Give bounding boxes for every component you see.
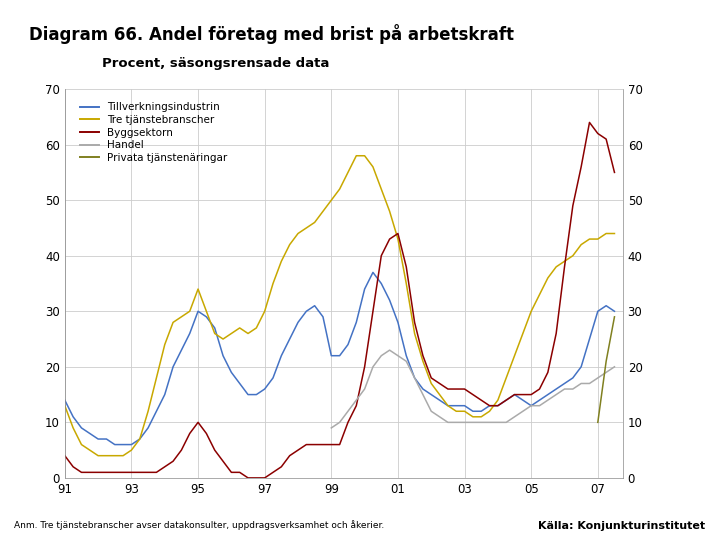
Text: Procent, säsongsrensade data: Procent, säsongsrensade data (102, 57, 330, 70)
Legend: Tillverkningsindustrin, Tre tjänstebranscher, Byggsektorn, Handel, Privata tjäns: Tillverkningsindustrin, Tre tjänstebrans… (76, 98, 231, 167)
Text: Källa: Konjunkturinstitutet: Källa: Konjunkturinstitutet (539, 521, 706, 531)
Text: Anm. Tre tjänstebranscher avser datakonsulter, uppdragsverksamhet och åkerier.: Anm. Tre tjänstebranscher avser datakons… (14, 521, 384, 530)
Text: SVERIGES
RIKSBANK: SVERIGES RIKSBANK (635, 50, 679, 70)
Text: Diagram 66. Andel företag med brist på arbetskraft: Diagram 66. Andel företag med brist på a… (29, 24, 514, 44)
